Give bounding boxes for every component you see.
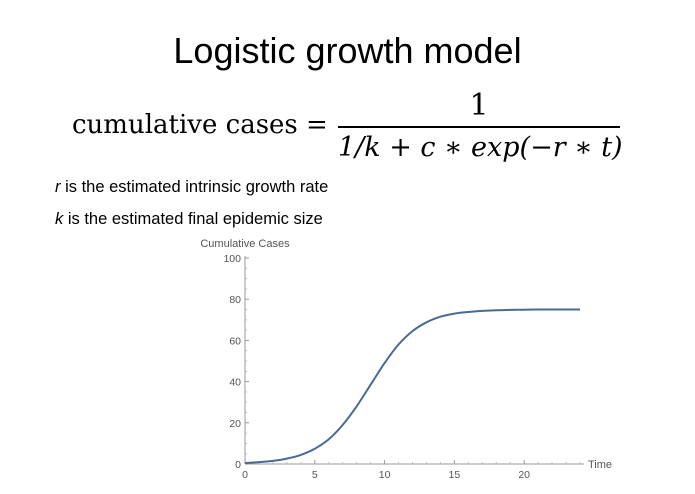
x-tick-label: 5 bbox=[312, 469, 318, 481]
note-text-k: is the estimated final epidemic size bbox=[63, 210, 323, 228]
x-axis-label: Time bbox=[588, 459, 612, 471]
formula-fraction: 1 1/k + c ∗ exp(−r ∗ t) bbox=[338, 88, 623, 164]
series-line bbox=[244, 308, 580, 464]
formula-denominator: 1/k + c ∗ exp(−r ∗ t) bbox=[338, 131, 623, 163]
note-symbol-k: k bbox=[55, 210, 64, 228]
x-tick-label: 0 bbox=[242, 469, 248, 481]
note-text-r: is the estimated intrinsic growth rate bbox=[60, 178, 329, 196]
y-tick-label: 0 bbox=[235, 459, 241, 471]
slide-title: Logistic growth model bbox=[173, 30, 522, 71]
x-tick-label: 10 bbox=[379, 469, 391, 481]
y-tick-label: 40 bbox=[229, 377, 241, 389]
y-tick-label: 20 bbox=[229, 418, 241, 430]
x-tick-label: 15 bbox=[449, 469, 461, 481]
note-growth-rate: r is the estimated intrinsic growth rate bbox=[55, 178, 328, 197]
formula-numerator: 1 bbox=[469, 88, 489, 123]
y-axis-label: Cumulative Cases bbox=[200, 238, 290, 250]
fraction-bar bbox=[338, 126, 620, 128]
x-tick-label: 20 bbox=[518, 469, 530, 481]
formula-lhs: cumulative cases = bbox=[72, 110, 328, 140]
y-tick-label: 100 bbox=[223, 253, 241, 265]
y-tick-label: 60 bbox=[229, 335, 241, 347]
note-symbol-r: r bbox=[55, 178, 61, 196]
y-tick-label: 80 bbox=[229, 294, 241, 306]
note-epidemic-size: k is the estimated final epidemic size bbox=[55, 210, 323, 229]
logistic-formula: cumulative cases = 1 1/k + c ∗ exp(−r ∗ … bbox=[72, 88, 632, 168]
